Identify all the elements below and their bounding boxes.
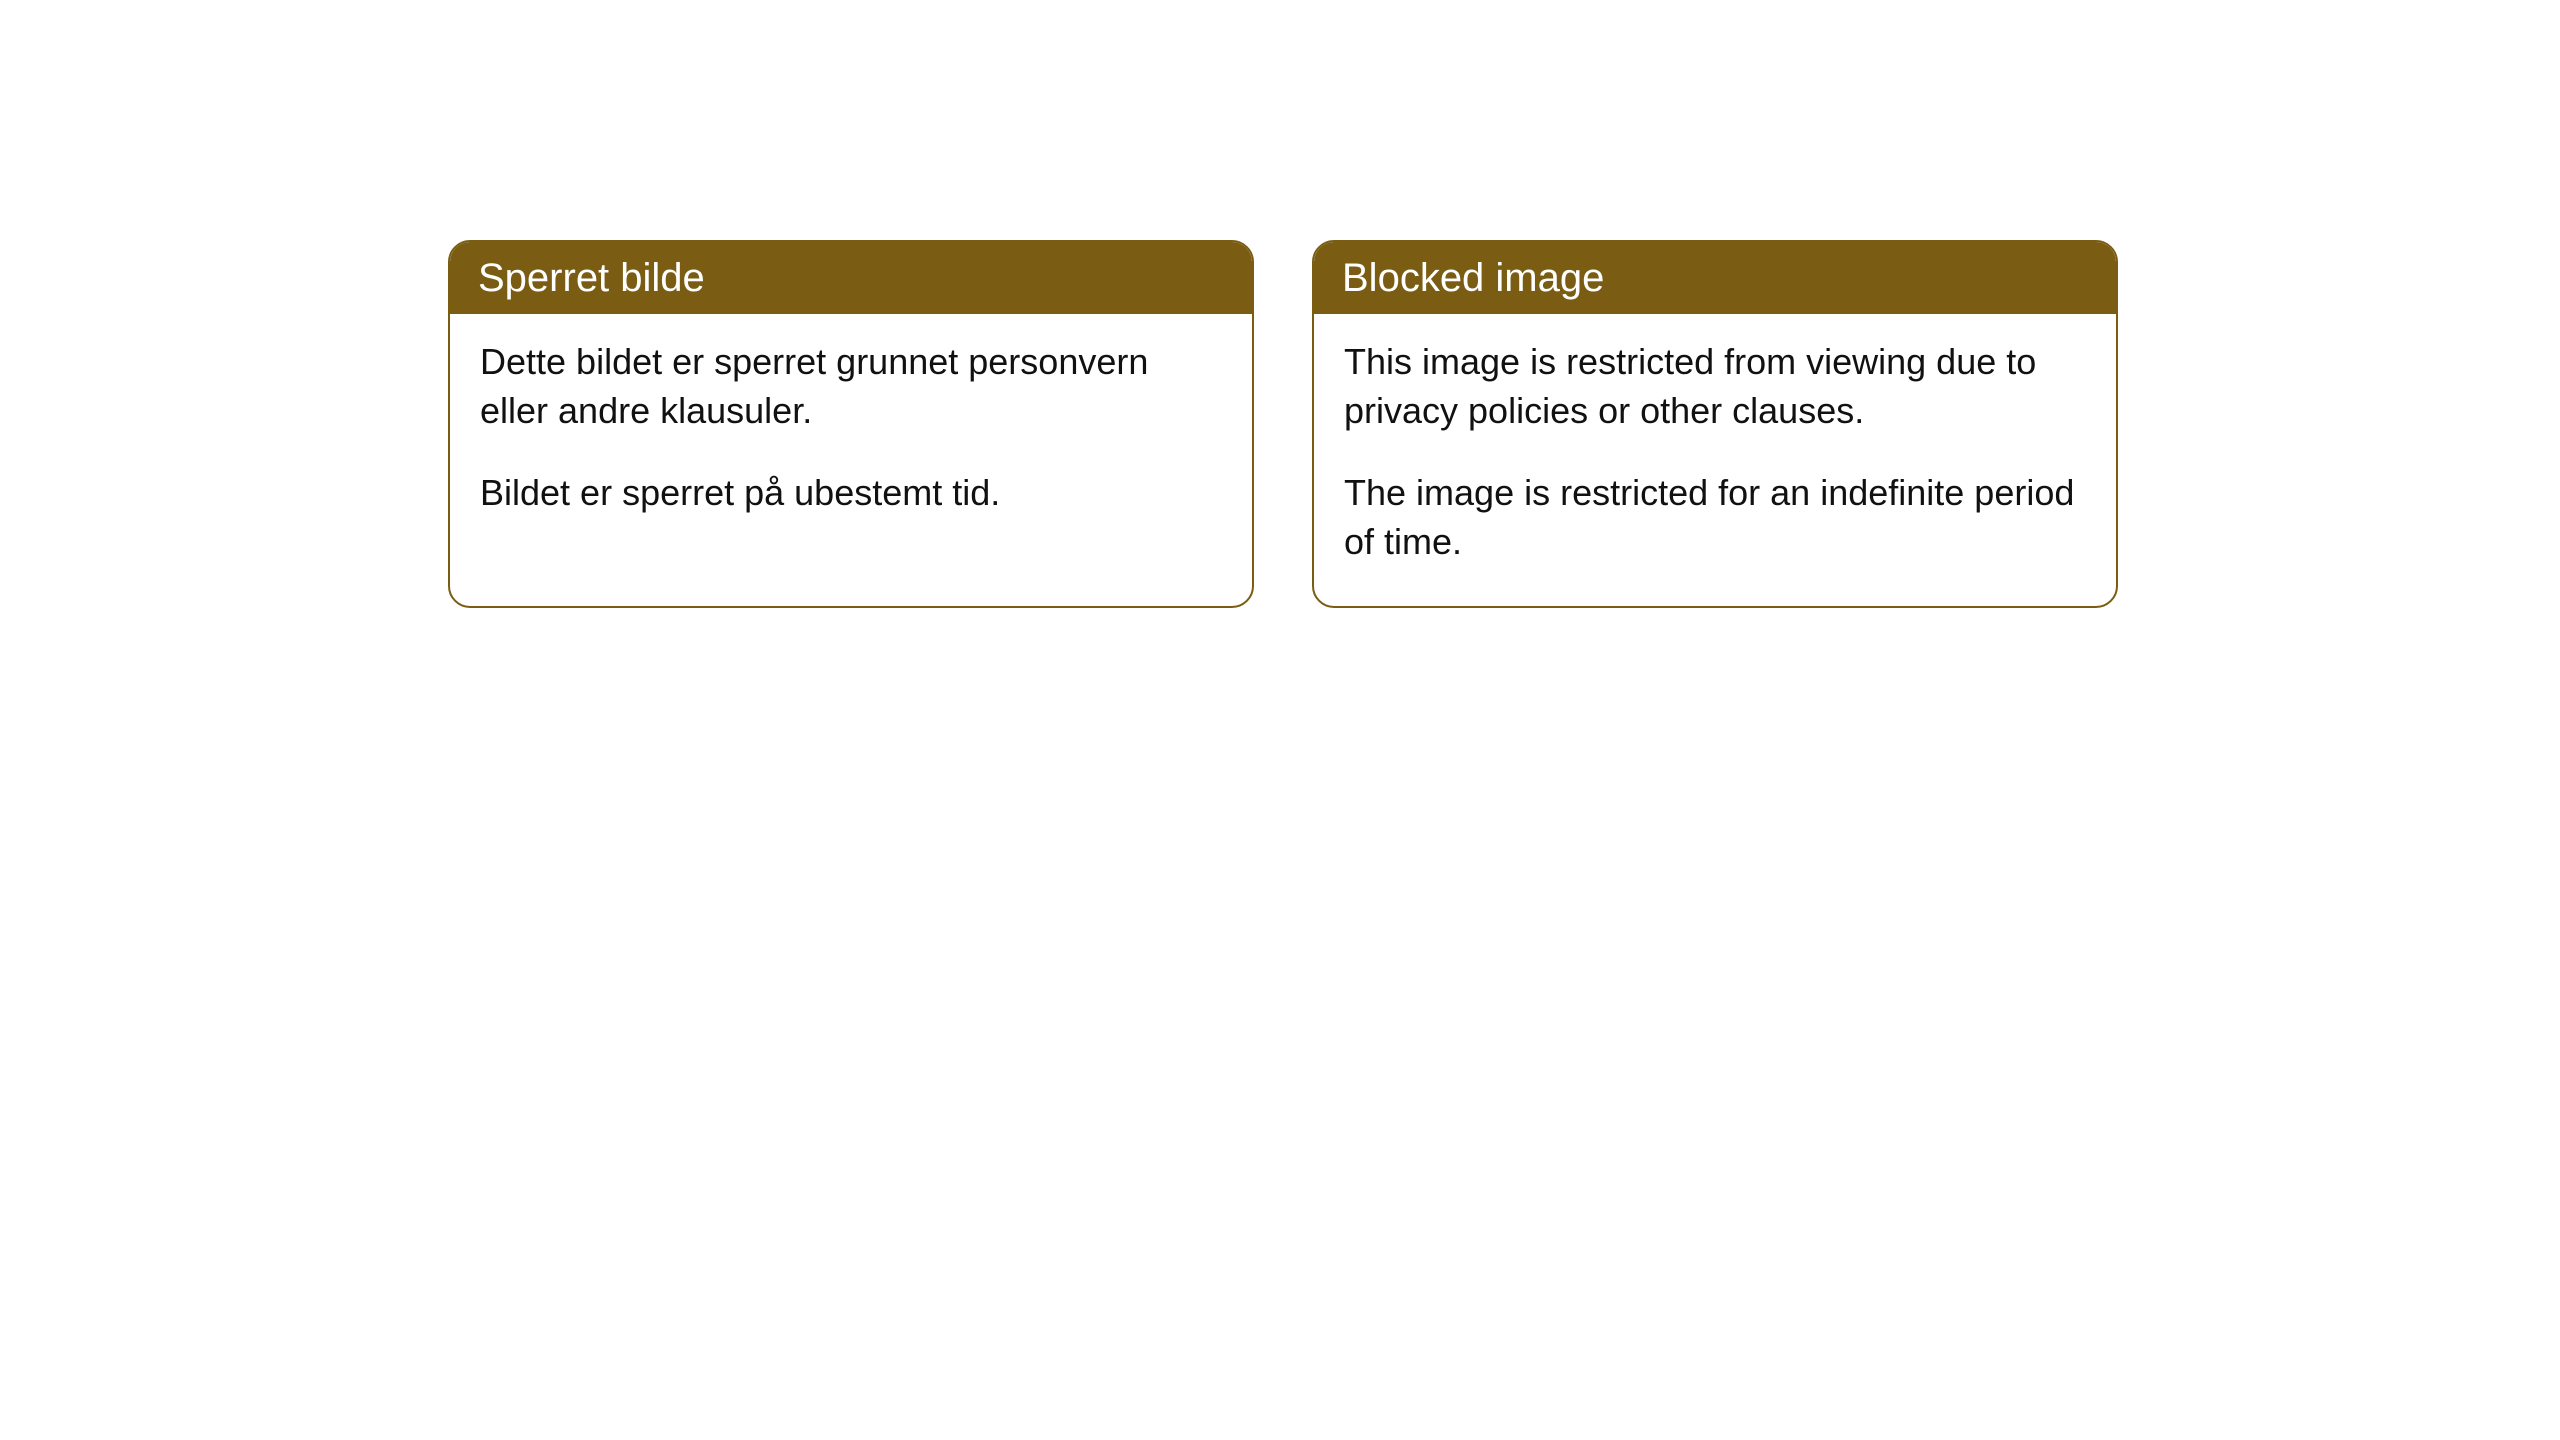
card-body-no: Dette bildet er sperret grunnet personve… bbox=[450, 314, 1252, 558]
card-title-no: Sperret bilde bbox=[450, 242, 1252, 314]
blocked-image-card-en: Blocked image This image is restricted f… bbox=[1312, 240, 2118, 608]
card-text-en-1: This image is restricted from viewing du… bbox=[1344, 338, 2086, 435]
card-text-no-1: Dette bildet er sperret grunnet personve… bbox=[480, 338, 1222, 435]
card-text-en-2: The image is restricted for an indefinit… bbox=[1344, 469, 2086, 566]
card-text-no-2: Bildet er sperret på ubestemt tid. bbox=[480, 469, 1222, 518]
blocked-image-card-no: Sperret bilde Dette bildet er sperret gr… bbox=[448, 240, 1254, 608]
card-title-en: Blocked image bbox=[1314, 242, 2116, 314]
notice-cards-row: Sperret bilde Dette bildet er sperret gr… bbox=[0, 0, 2560, 608]
card-body-en: This image is restricted from viewing du… bbox=[1314, 314, 2116, 606]
